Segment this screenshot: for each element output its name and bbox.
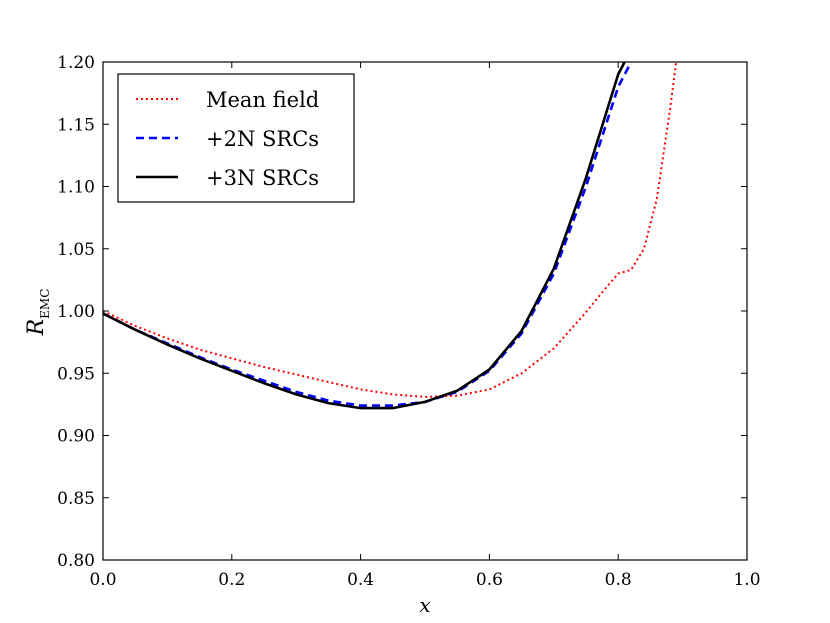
x-tick-label: 0.6	[476, 570, 503, 590]
x-axis-label: x	[419, 593, 430, 617]
x-tick-label: 0.2	[218, 570, 245, 590]
legend-box	[117, 73, 355, 203]
y-axis-label-main: R	[24, 319, 49, 337]
x-tick-label: 1.0	[733, 570, 760, 590]
y-tick-label: 0.95	[57, 364, 95, 384]
series-line-2	[103, 62, 633, 407]
series-line-3	[103, 62, 626, 410]
tick-layer: 0.0 0.2 0.4 0.6 0.8 1.0 0.80 0.85 0.90 0.95 1.00 1.…	[57, 53, 760, 590]
legend: Mean field +2N SRCs +3N SRCs	[117, 73, 355, 203]
legend-label-3: +3N SRCs	[206, 166, 319, 190]
legend-label-2: +2N SRCs	[206, 127, 319, 151]
svg-text:REMC: REMC	[24, 289, 52, 337]
x-tick-label: 0.4	[347, 570, 374, 590]
y-tick-label: 1.10	[57, 178, 95, 198]
series-layer	[103, 62, 678, 410]
y-axis-label: REMC	[24, 289, 52, 337]
y-tick-label: 0.80	[57, 551, 95, 571]
legend-label-1: Mean field	[206, 88, 319, 112]
x-tick-label: 0.0	[89, 570, 116, 590]
y-tick-label: 0.85	[57, 489, 95, 509]
x-tick-label: 0.8	[605, 570, 632, 590]
y-tick-label: 1.15	[57, 115, 95, 135]
series-line-1	[103, 62, 678, 398]
y-tick-label: 0.90	[57, 427, 95, 447]
y-tick-label: 1.05	[57, 240, 95, 260]
y-axis-label-sub: EMC	[38, 289, 52, 319]
y-tick-label: 1.00	[57, 302, 95, 322]
y-tick-label: 1.20	[57, 53, 95, 73]
